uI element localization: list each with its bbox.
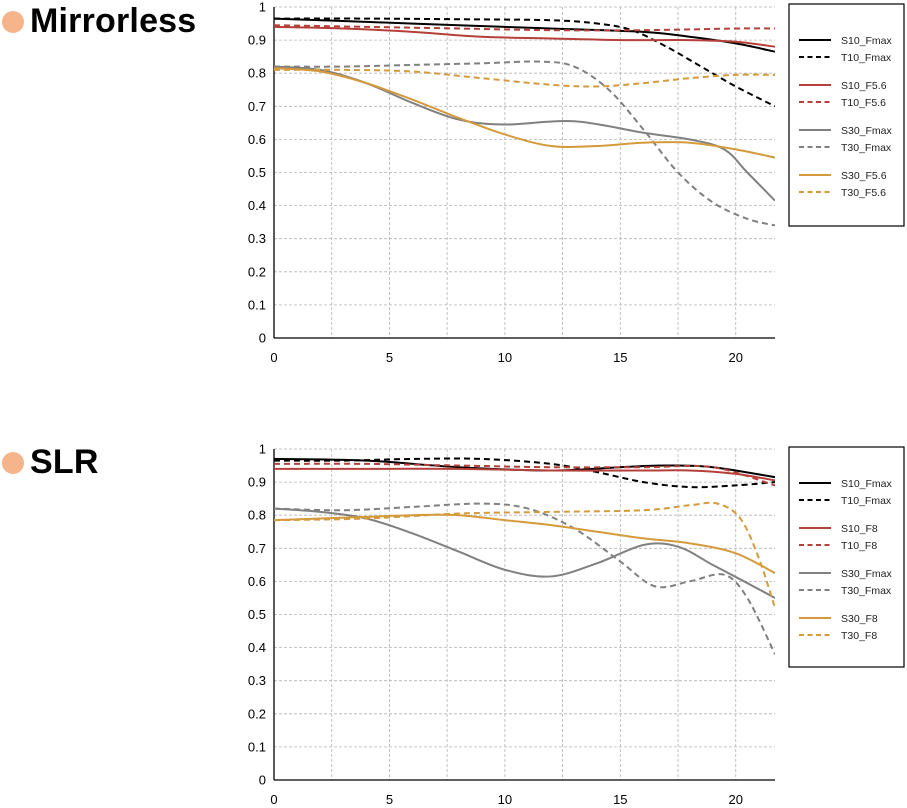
mirrorless-y-tick-label: 0.3 xyxy=(248,231,266,246)
mirrorless-y-tick-label: 0.7 xyxy=(248,99,266,114)
slr-legend-label: T30_F8 xyxy=(841,630,877,642)
mirrorless-y-tick-label: 0.8 xyxy=(248,66,266,81)
slr-x-tick-label: 15 xyxy=(613,792,627,807)
slr-line-t30-fmax xyxy=(274,502,775,655)
slr-line-s10-f8 xyxy=(274,467,775,482)
slr-legend-label: T30_Fmax xyxy=(841,585,892,597)
mirrorless-line-s30-fmax xyxy=(274,65,775,202)
slr-y-tick-label: 0.4 xyxy=(248,640,266,655)
mirrorless-legend-label: T30_F5.6 xyxy=(841,187,886,199)
slr-y-tick-label: 0.3 xyxy=(248,673,266,688)
slr-y-tick-label: 0.7 xyxy=(248,541,266,556)
slr-y-tick-label: 0.8 xyxy=(248,508,266,523)
mirrorless-x-tick-label: 0 xyxy=(270,350,277,365)
slr-title-text: SLR xyxy=(30,443,99,481)
slr-x-tick-label: 0 xyxy=(270,792,277,807)
slr-line-t30-f8 xyxy=(274,501,775,609)
bullet-dot-icon xyxy=(2,10,24,33)
mirrorless-legend: S10_Fmax T10_Fmax S10_F5.6 T10_F5.6 S30_Fmax… xyxy=(788,3,905,227)
mirrorless-y-tick-label: 0.1 xyxy=(248,297,266,312)
mirrorless-title-text: Mirrorless xyxy=(30,2,197,40)
slr-section-title: SLR xyxy=(2,443,99,482)
mirrorless-legend-label: T30_Fmax xyxy=(841,142,892,154)
slr-y-tick-label: 0.1 xyxy=(248,739,266,754)
mirrorless-x-tick-label: 10 xyxy=(498,350,512,365)
slr-y-tick-label: 0.6 xyxy=(248,574,266,589)
slr-legend-label: T10_F8 xyxy=(841,540,877,552)
mirrorless-line-t10-fmax xyxy=(274,17,775,108)
mirrorless-y-tick-label: 0.9 xyxy=(248,33,266,48)
mirrorless-legend-label: T10_Fmax xyxy=(841,52,892,64)
mirrorless-line-s30-f5-6 xyxy=(274,67,775,159)
mirrorless-y-tick-label: 0.6 xyxy=(248,132,266,147)
slr-x-tick-label: 20 xyxy=(729,792,743,807)
slr-legend: S10_Fmax T10_Fmax S10_F8 T10_F8 S30_Fmax T30_… xyxy=(788,446,905,668)
mirrorless-legend-label: S30_F5.6 xyxy=(841,170,887,182)
mirrorless-grid xyxy=(274,6,775,338)
slr-line-s30-f8 xyxy=(274,513,775,575)
slr-legend-label: S10_F8 xyxy=(841,523,878,535)
mirrorless-y-tick-label: 0.4 xyxy=(248,198,266,213)
mirrorless-line-t30-fmax xyxy=(274,60,775,227)
mirrorless-line-s10-f5-6 xyxy=(274,25,775,48)
slr-legend-label: T10_Fmax xyxy=(841,495,892,507)
slr-y-tick-label: 1 xyxy=(259,442,266,457)
mirrorless-chart: 00.10.20.30.40.50.60.70.80.910 5 10 15 20S10… xyxy=(248,0,905,365)
mirrorless-x-tick-label: 15 xyxy=(613,350,627,365)
mirrorless-line-t30-f5-6 xyxy=(274,68,775,88)
mirrorless-y-tick-label: 0.5 xyxy=(248,165,266,180)
mirrorless-y-tick-label: 1 xyxy=(259,0,266,15)
mirrorless-line-s10-fmax xyxy=(274,17,775,53)
slr-chart: 00.10.20.30.40.50.60.70.80.910 5 10 15 20S10… xyxy=(248,442,905,807)
slr-x-tick-label: 10 xyxy=(498,792,512,807)
slr-grid xyxy=(274,448,775,780)
slr-legend-label: S10_Fmax xyxy=(841,478,893,490)
slr-y-tick-label: 0.9 xyxy=(248,475,266,490)
mirrorless-x-tick-label: 20 xyxy=(729,350,743,365)
mirrorless-line-t10-f5-6 xyxy=(274,24,775,32)
slr-legend-label: S30_Fmax xyxy=(841,568,893,580)
mirrorless-y-tick-label: 0.2 xyxy=(248,264,266,279)
slr-legend-label: S30_F8 xyxy=(841,613,878,625)
mirrorless-legend-label: S10_Fmax xyxy=(841,35,893,47)
mirrorless-section-title: Mirrorless xyxy=(2,2,196,41)
slr-y-tick-label: 0 xyxy=(259,773,266,788)
slr-y-tick-label: 0.5 xyxy=(248,607,266,622)
mirrorless-legend-label: S10_F5.6 xyxy=(841,80,887,92)
mirrorless-legend-label: T10_F5.6 xyxy=(841,97,886,109)
slr-line-t10-fmax xyxy=(274,457,775,489)
slr-line-t10-f8 xyxy=(274,462,775,487)
slr-y-tick-label: 0.2 xyxy=(248,706,266,721)
mirrorless-series-lines xyxy=(274,17,775,227)
bullet-dot-icon xyxy=(2,451,24,474)
mirrorless-y-tick-label: 0 xyxy=(259,331,266,346)
mirrorless-x-tick-label: 5 xyxy=(386,350,393,365)
slr-series-lines xyxy=(274,457,775,655)
slr-x-tick-label: 5 xyxy=(386,792,393,807)
mirrorless-legend-label: S30_Fmax xyxy=(841,125,893,137)
